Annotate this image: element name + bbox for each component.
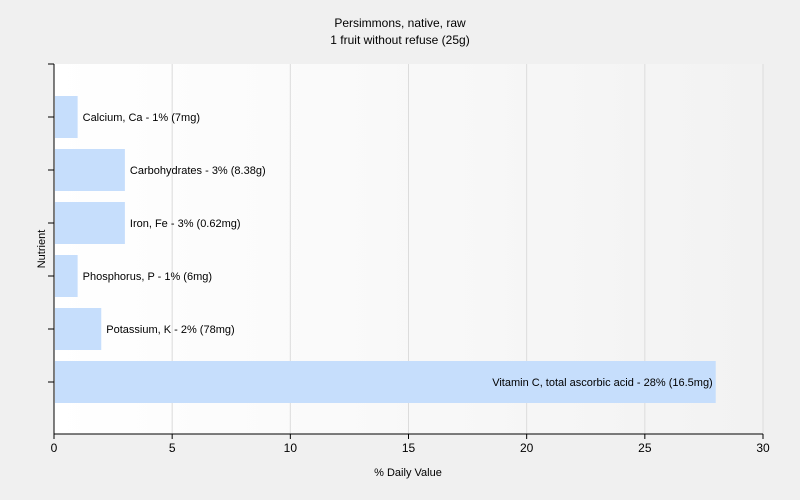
x-tick-label: 20 xyxy=(520,441,534,455)
chart-title: Persimmons, native, raw xyxy=(334,16,466,30)
bar xyxy=(55,149,125,191)
x-tick-label: 5 xyxy=(169,441,176,455)
x-axis-label: % Daily Value xyxy=(374,467,442,479)
y-axis-label: Nutrient xyxy=(36,230,48,269)
x-tick-label: 25 xyxy=(638,441,652,455)
bar-label: Potassium, K - 2% (78mg) xyxy=(106,324,234,336)
x-tick-label: 15 xyxy=(402,441,416,455)
bar-label: Phosphorus, P - 1% (6mg) xyxy=(83,271,212,283)
chart-subtitle: 1 fruit without refuse (25g) xyxy=(330,33,469,47)
bar-label: Calcium, Ca - 1% (7mg) xyxy=(83,112,200,124)
bar xyxy=(55,308,102,350)
bar xyxy=(55,255,78,297)
bar-label: Iron, Fe - 3% (0.62mg) xyxy=(130,218,241,230)
x-tick-label: 0 xyxy=(51,441,58,455)
x-tick-label: 10 xyxy=(284,441,298,455)
x-tick-label: 30 xyxy=(756,441,770,455)
bar-label: Carbohydrates - 3% (8.38g) xyxy=(130,165,266,177)
plot-area: Calcium, Ca - 1% (7mg) Carbohydrates - 3%… xyxy=(48,63,770,455)
bar xyxy=(55,202,125,244)
bar xyxy=(55,96,78,138)
bar xyxy=(55,361,716,403)
bar-label: Vitamin C, total ascorbic acid - 28% (16… xyxy=(492,377,713,389)
